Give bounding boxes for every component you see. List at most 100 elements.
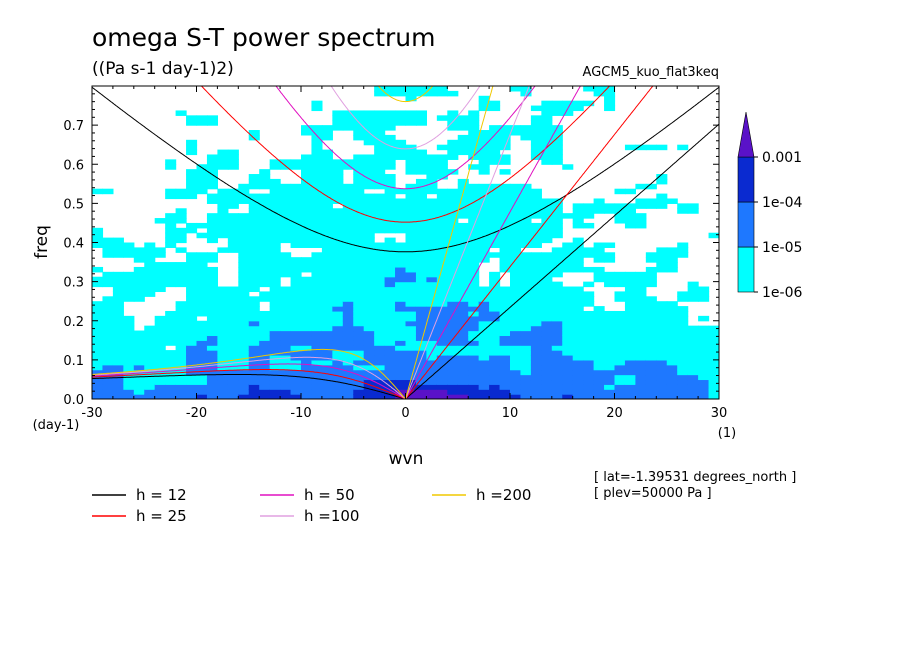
contour-cell: [656, 394, 668, 399]
contour-cell: [332, 354, 344, 361]
contour-cell: [489, 359, 501, 366]
contour-cell: [583, 369, 595, 376]
contour-cell: [645, 144, 657, 151]
contour-cell: [290, 345, 302, 351]
contour-cell: [206, 379, 218, 385]
contour-cell: [238, 350, 250, 356]
x-tick-label: -10: [290, 406, 311, 421]
contour-cell: [447, 198, 459, 204]
contour-cell: [280, 183, 292, 190]
contour-cell: [384, 296, 396, 302]
contour-cell: [374, 193, 386, 200]
contour-cell: [301, 188, 313, 195]
contour-cell: [186, 183, 198, 190]
contour-cell: [499, 183, 511, 190]
contour-cell: [457, 364, 469, 371]
contour-cell: [520, 134, 532, 141]
contour-cell: [583, 266, 595, 273]
contour-cell: [259, 291, 271, 297]
contour-cell: [332, 262, 344, 268]
contour-cell: [635, 281, 647, 288]
contour-cell: [499, 315, 511, 322]
contour-cell: [165, 222, 177, 229]
contour-cell: [175, 389, 187, 395]
contour-cell: [635, 345, 647, 351]
contour-cell: [259, 340, 271, 346]
contour-cell: [405, 350, 417, 356]
contour-cell: [238, 222, 250, 229]
contour-cell: [175, 354, 187, 361]
contour-cell: [175, 193, 187, 200]
contour-cell: [196, 257, 208, 263]
contour-cell: [426, 188, 438, 195]
contour-cell: [468, 227, 480, 234]
contour-cell: [604, 320, 616, 327]
contour-cell: [530, 242, 542, 248]
contour-cell: [290, 369, 302, 376]
contour-cell: [468, 115, 480, 121]
contour-cell: [645, 257, 657, 263]
contour-cell: [489, 301, 501, 307]
contour-cell: [572, 266, 584, 273]
contour-cell: [206, 218, 218, 224]
run-name-label: AGCM5_kuo_flat3keq: [583, 65, 719, 80]
contour-cell: [102, 315, 114, 322]
contour-cell: [206, 276, 218, 283]
contour-cell: [321, 257, 333, 263]
contour-cell: [583, 325, 595, 332]
contour-cell: [280, 193, 292, 200]
contour-cell: [624, 354, 636, 361]
contour-cell: [510, 203, 522, 209]
contour-cell: [457, 222, 469, 229]
contour-cell: [186, 149, 198, 156]
contour-cell: [572, 315, 584, 322]
contour-cell: [92, 188, 104, 195]
contour-cell: [123, 281, 135, 288]
contour-cell: [510, 350, 522, 356]
contour-cell: [395, 389, 407, 395]
contour-cell: [311, 198, 323, 204]
contour-cell: [666, 389, 678, 395]
contour-cell: [447, 257, 459, 263]
contour-cell: [468, 330, 480, 337]
contour-cell: [321, 232, 333, 239]
contour-cell: [426, 169, 438, 175]
contour-cell: [666, 315, 678, 322]
contour-cell: [206, 232, 218, 239]
contour-cell: [666, 330, 678, 337]
contour-cell: [489, 183, 501, 190]
contour-cell: [551, 227, 563, 234]
contour-cell: [489, 296, 501, 302]
contour-cell: [112, 310, 124, 317]
contour-cell: [562, 262, 574, 268]
contour-cell: [342, 198, 354, 204]
contour-cell: [311, 252, 323, 258]
contour-cell: [196, 369, 208, 376]
contour-cell: [123, 394, 135, 399]
contour-cell: [583, 100, 595, 107]
contour-cell: [363, 345, 375, 351]
contour-cell: [384, 335, 396, 341]
contour-cell: [583, 379, 595, 385]
contour-cell: [468, 257, 480, 263]
contour-cell: [217, 188, 229, 195]
contour-cell: [708, 232, 719, 239]
contour-cell: [269, 325, 281, 332]
contour-cell: [530, 120, 542, 126]
contour-cell: [384, 262, 396, 268]
contour-cell: [384, 159, 396, 165]
contour-cell: [248, 281, 260, 288]
contour-cell: [186, 188, 198, 195]
contour-cell: [353, 242, 365, 248]
dispersion-curve: [92, 348, 406, 399]
contour-cell: [447, 325, 459, 332]
contour-cell: [384, 325, 396, 332]
contour-cell: [301, 159, 313, 165]
contour-cell: [405, 306, 417, 312]
contour-cell: [583, 213, 595, 219]
contour-cell: [332, 208, 344, 214]
contour-cell: [520, 276, 532, 283]
contour-cell: [457, 237, 469, 244]
contour-cell: [227, 188, 239, 195]
contour-cell: [436, 227, 448, 234]
